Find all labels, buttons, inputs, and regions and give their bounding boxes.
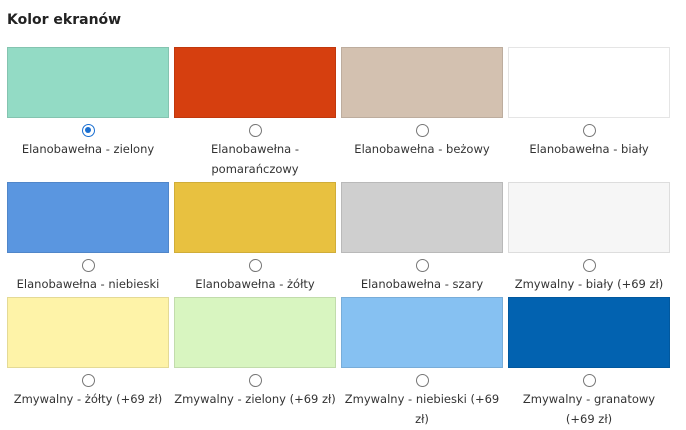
color-swatch[interactable] [7,182,169,253]
section-title: Kolor ekranów [7,12,122,28]
radio-button[interactable] [582,374,596,387]
option-label[interactable]: Zmywalny - żółty (+69 zł) [13,392,163,406]
color-option[interactable]: Zmywalny - zielony (+69 zł) [174,297,336,430]
color-swatch[interactable] [7,297,169,368]
option-label[interactable]: Elanobawełna - szary [360,277,484,291]
radio-button[interactable] [415,259,429,272]
color-option[interactable]: Elanobawełna - żółty [174,182,336,297]
option-label[interactable]: Elanobawełna - pomarańczowy [210,142,300,176]
radio-button[interactable] [248,124,262,137]
color-option[interactable]: Zmywalny - niebieski (+69 zł) [341,297,503,430]
color-swatch[interactable] [341,47,503,118]
color-swatch[interactable] [508,182,670,253]
option-label[interactable]: Zmywalny - zielony (+69 zł) [174,392,336,406]
color-swatch[interactable] [174,182,336,253]
color-swatch[interactable] [174,47,336,118]
color-option[interactable]: Elanobawełna - niebieski [7,182,169,297]
option-label[interactable]: Zmywalny - niebieski (+69 zł) [344,392,500,426]
radio-button[interactable] [582,124,596,137]
option-label[interactable]: Elanobawełna - żółty [195,277,315,291]
color-option[interactable]: Elanobawełna - biały [508,47,670,182]
option-label[interactable]: Elanobawełna - beżowy [354,142,490,156]
radio-button[interactable] [415,124,429,137]
radio-button[interactable] [582,259,596,272]
radio-button[interactable] [248,374,262,387]
option-label[interactable]: Elanobawełna - niebieski [16,277,160,291]
color-option[interactable]: Elanobawełna - szary [341,182,503,297]
color-option[interactable]: Zmywalny - biały (+69 zł) [508,182,670,297]
color-swatch[interactable] [508,47,670,118]
color-option[interactable]: Elanobawełna - beżowy [341,47,503,182]
option-grid: Elanobawełna - zielony Elanobawełna - pom… [7,47,670,430]
color-swatch[interactable] [174,297,336,368]
radio-button[interactable] [81,259,95,272]
radio-button[interactable] [81,374,95,387]
color-swatch[interactable] [7,47,169,118]
color-option[interactable]: Elanobawełna - zielony [7,47,169,182]
radio-button[interactable] [415,374,429,387]
option-label[interactable]: Elanobawełna - biały [529,142,649,156]
color-option[interactable]: Zmywalny - granatowy (+69 zł) [508,297,670,430]
option-label[interactable]: Zmywalny - granatowy (+69 zł) [522,392,656,426]
color-option[interactable]: Elanobawełna - pomarańczowy [174,47,336,182]
option-label[interactable]: Zmywalny - biały (+69 zł) [514,277,664,291]
radio-button[interactable] [81,124,95,137]
color-swatch[interactable] [508,297,670,368]
color-option[interactable]: Zmywalny - żółty (+69 zł) [7,297,169,430]
color-swatch[interactable] [341,297,503,368]
color-swatch[interactable] [341,182,503,253]
option-label[interactable]: Elanobawełna - zielony [21,142,155,156]
radio-button[interactable] [248,259,262,272]
